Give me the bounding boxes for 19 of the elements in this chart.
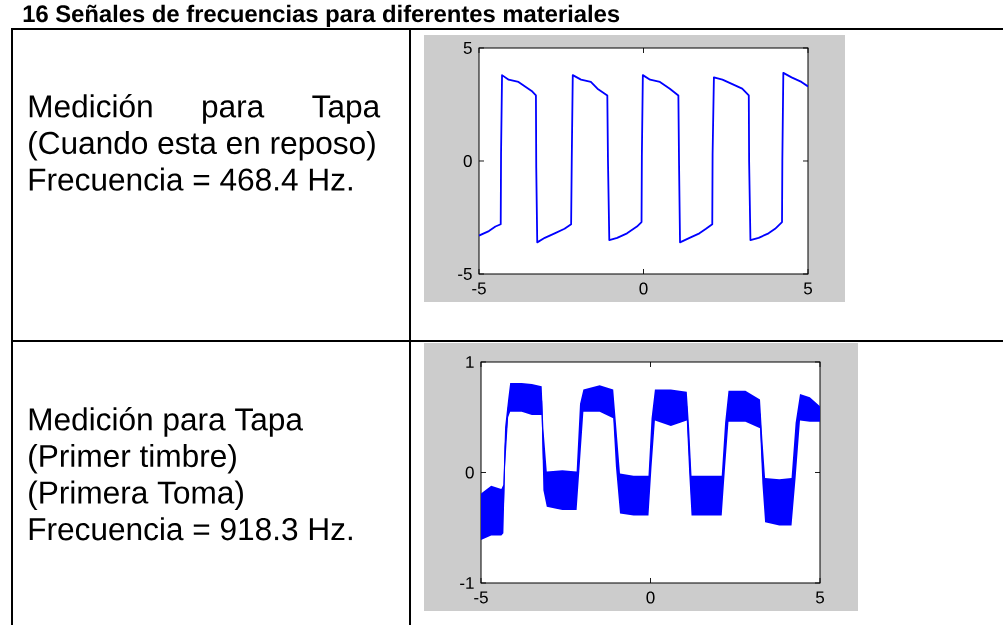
y-tick-label: 0 xyxy=(465,466,474,479)
text: Medición para Tapa (Cuando esta en reposo) xyxy=(29,93,381,161)
text: Frecuencia = 468.4 Hz. xyxy=(29,167,352,191)
x-tick-label: 0 xyxy=(646,591,655,604)
text: (Primer timbre) xyxy=(29,443,236,474)
x-tick-label: 0 xyxy=(639,282,648,295)
y-tick-label: -5 xyxy=(458,268,472,280)
x-tick-label: -5 xyxy=(474,591,488,604)
line-series xyxy=(479,71,808,244)
x-tick-label: 5 xyxy=(803,282,813,295)
y-tick-label: 0 xyxy=(463,154,472,168)
text: (Primera Toma) xyxy=(29,480,243,511)
text: Medición para Tapa xyxy=(29,406,303,437)
y-tick-label: 1 xyxy=(466,356,474,368)
x-tick-label: 5 xyxy=(815,591,825,604)
y-tick-label: -1 xyxy=(460,577,474,589)
text: Frecuencia = 918.3 Hz. xyxy=(29,517,352,541)
chart-title: 16 Señales de frecuencias para diferentes materiales xyxy=(23,4,620,27)
y-tick-label: 5 xyxy=(463,42,472,54)
